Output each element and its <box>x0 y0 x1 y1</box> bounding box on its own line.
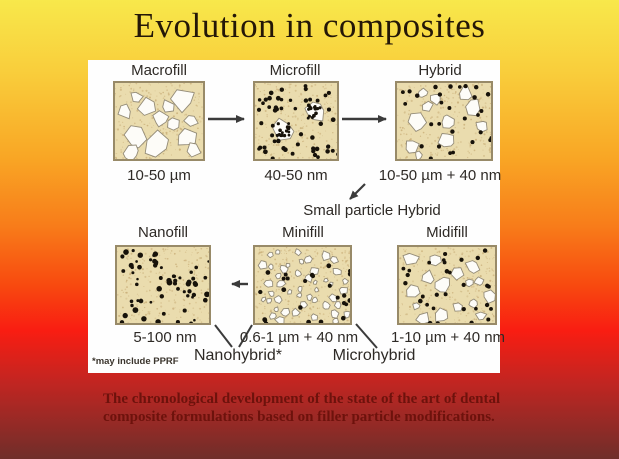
box-label-hybrid: Hybrid <box>418 62 462 79</box>
page-title: Evolution in composites <box>133 6 486 45</box>
diagram-panel: Macrofill Microfill Hybrid 10-50 µm 40-5… <box>88 60 505 373</box>
size-label-minifill: 0.6-1 µm + 40 nm <box>239 329 359 346</box>
box-label-nanofill: Nanofill <box>137 224 189 241</box>
microfill-particle-diagram <box>253 81 339 161</box>
line-nanofill-to-nanohybrid <box>214 324 233 348</box>
size-label-microfill: 40-50 nm <box>264 167 328 184</box>
box-label-microfill: Microfill <box>269 62 321 79</box>
nanohybrid-label: Nanohybrid* <box>193 347 283 364</box>
microhybrid-label: Microhybrid <box>332 347 416 364</box>
pprf-footnote: *may include PPRF <box>92 356 179 367</box>
arrow-hybrid-to-small-particle <box>349 183 366 200</box>
caption: The chronological development of the sta… <box>103 391 501 426</box>
box-label-minifill: Minifill <box>282 224 324 241</box>
minifill-particle-diagram <box>253 245 352 325</box>
nanofill-particle-diagram <box>115 245 211 325</box>
macrofill-particle-diagram <box>113 81 205 161</box>
hybrid-particle-diagram <box>395 81 493 161</box>
size-label-nanofill: 5-100 nm <box>133 329 197 346</box>
size-label-macrofill: 10-50 µm <box>127 167 191 184</box>
size-label-hybrid: 10-50 µm + 40 nm <box>378 167 502 184</box>
box-label-macrofill: Macrofill <box>131 62 187 79</box>
box-label-midifill: Midifill <box>426 224 468 241</box>
midifill-particle-diagram <box>397 245 497 325</box>
line-minifill-to-microhybrid <box>355 323 378 349</box>
small-particle-hybrid-label: Small particle Hybrid <box>303 202 441 219</box>
size-label-midifill: 1-10 µm + 40 nm <box>390 329 506 346</box>
